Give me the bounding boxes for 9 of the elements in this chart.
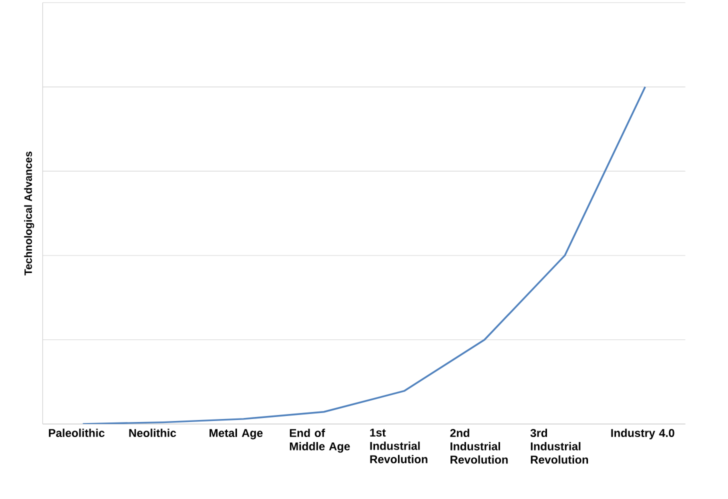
x-tick-label: Metal Age xyxy=(210,428,263,440)
x-tick-label: 3rd Industrial Revolution xyxy=(530,428,588,464)
x-tick-label: 2nd Industrial Revolution xyxy=(450,428,508,464)
x-tick-label: End of Middle Age xyxy=(290,428,350,453)
x-tick-label: Industry 4.0 xyxy=(611,428,674,440)
y-axis-title: Technological Advances xyxy=(24,152,34,276)
x-tick-label: 1st Industrial Revolution xyxy=(370,428,428,464)
x-tick-label: Neolithic xyxy=(129,428,176,438)
x-tick-label: Paleolithic xyxy=(48,428,105,438)
